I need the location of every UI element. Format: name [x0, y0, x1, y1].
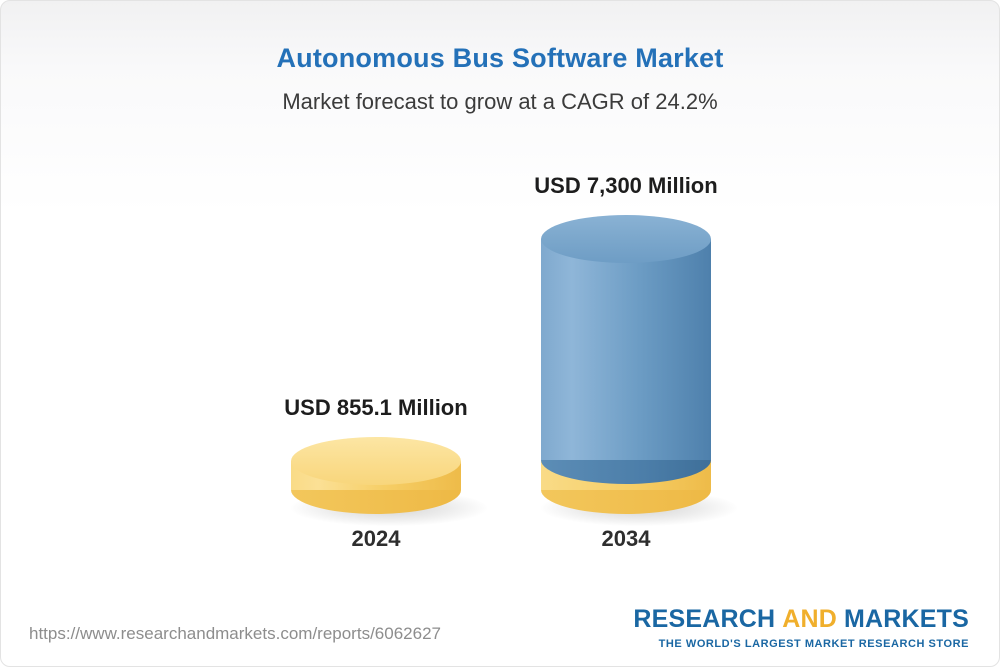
bar-group-2024: USD 855.1 Million 2024 — [236, 395, 516, 551]
footer-url: https://www.researchandmarkets.com/repor… — [29, 624, 441, 643]
logo-word-markets: MARKETS — [843, 605, 969, 633]
year-label-2024: 2024 — [351, 526, 401, 551]
page-subtitle: Market forecast to grow at a CAGR of 24.… — [282, 89, 718, 114]
value-label-2034: USD 7,300 Million — [534, 173, 718, 198]
logo-word-research: RESEARCH — [633, 605, 776, 633]
logo-tagline: THE WORLD'S LARGEST MARKET RESEARCH STOR… — [658, 638, 969, 650]
cylinder-top — [541, 215, 711, 263]
bar-group-2034: USD 7,300 Million 2034 — [486, 173, 766, 551]
brand-wordmark: RESEARCH AND MARKETS — [633, 605, 969, 634]
value-label-2024: USD 855.1 Million — [284, 395, 468, 420]
logo-word-and: AND — [782, 605, 837, 633]
cylinder-2034 — [541, 215, 737, 526]
cylinder-body — [541, 239, 711, 460]
brand-logo: RESEARCH AND MARKETS THE WORLD'S LARGEST… — [633, 605, 969, 650]
page-title: Autonomous Bus Software Market — [276, 43, 724, 73]
year-label-2034: 2034 — [601, 526, 651, 551]
cylinder-top — [291, 437, 461, 485]
cylinder-2024 — [291, 437, 487, 526]
